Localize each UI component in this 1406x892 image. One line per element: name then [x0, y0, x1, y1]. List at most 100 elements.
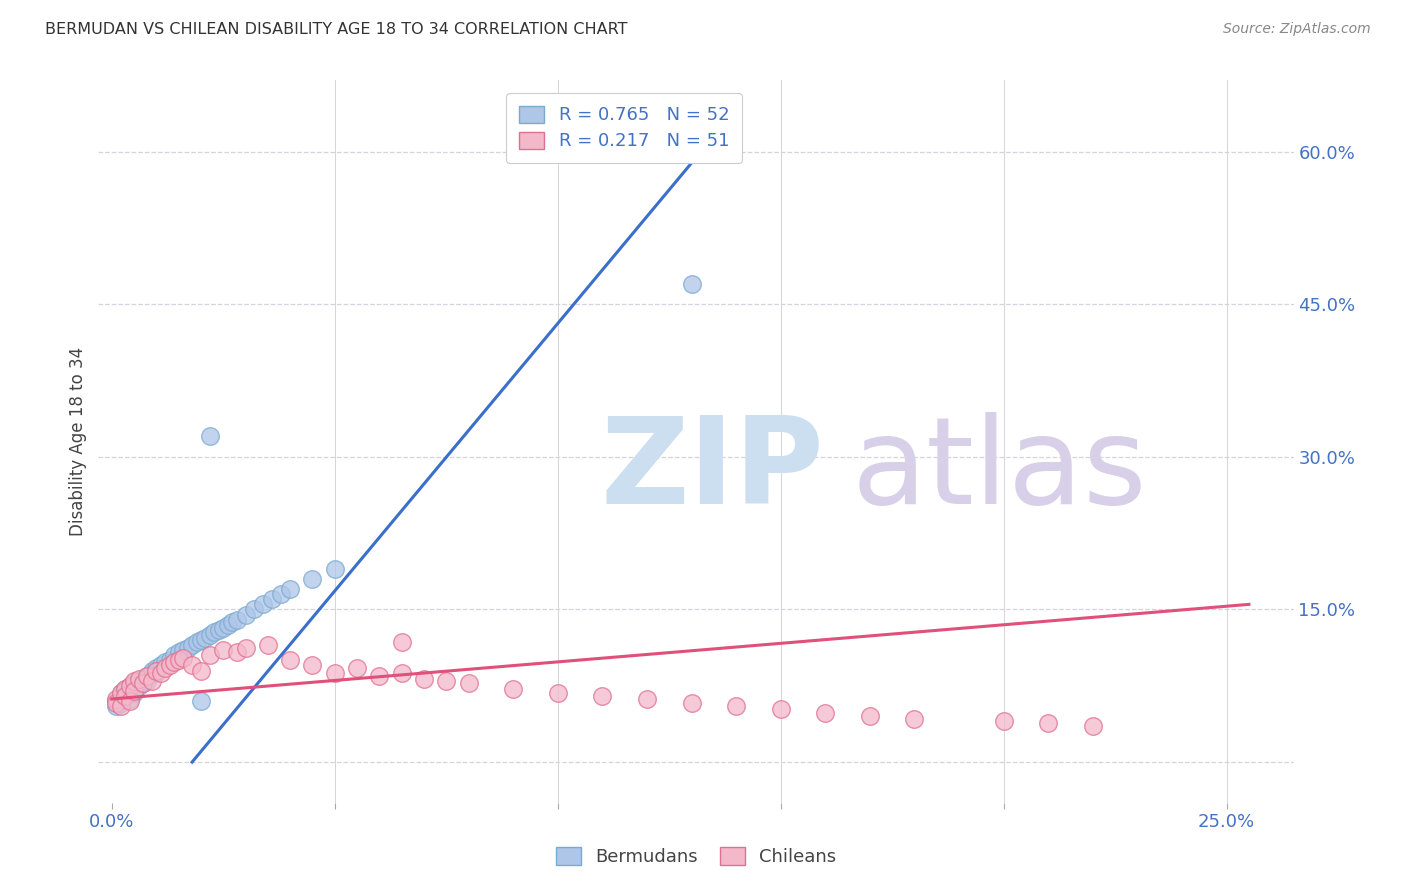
Point: [769, 702, 792, 716]
Point: [149, 658, 172, 673]
Point: [225, 613, 247, 627]
Point: [176, 641, 198, 656]
Point: [118, 694, 141, 708]
Point: [217, 617, 239, 632]
Y-axis label: Disability Age 18 to 34: Disability Age 18 to 34: [69, 347, 87, 536]
Point: [190, 664, 212, 678]
Point: [114, 689, 136, 703]
Point: [181, 658, 204, 673]
Point: [434, 673, 457, 688]
Point: [114, 684, 136, 698]
Point: [110, 699, 132, 714]
Point: [128, 672, 150, 686]
Point: [105, 699, 128, 714]
Point: [1081, 719, 1104, 733]
Point: [136, 668, 159, 682]
Point: [114, 681, 136, 696]
Point: [110, 696, 132, 710]
Point: [591, 689, 613, 703]
Point: [155, 661, 177, 675]
Text: BERMUDAN VS CHILEAN DISABILITY AGE 18 TO 34 CORRELATION CHART: BERMUDAN VS CHILEAN DISABILITY AGE 18 TO…: [45, 22, 627, 37]
Point: [118, 686, 141, 700]
Point: [278, 653, 301, 667]
Point: [391, 665, 413, 680]
Point: [323, 665, 346, 680]
Point: [159, 653, 181, 667]
Point: [105, 696, 128, 710]
Point: [859, 709, 882, 723]
Point: [198, 648, 221, 663]
Point: [681, 277, 703, 291]
Point: [149, 665, 172, 680]
Point: [202, 624, 225, 639]
Point: [257, 638, 280, 652]
Point: [141, 664, 163, 678]
Point: [159, 658, 181, 673]
Point: [225, 645, 247, 659]
Point: [993, 714, 1015, 729]
Point: [163, 648, 186, 663]
Point: [122, 675, 145, 690]
Point: [252, 598, 274, 612]
Point: [212, 621, 235, 635]
Point: [132, 675, 155, 690]
Point: [122, 681, 145, 696]
Point: [190, 632, 212, 647]
Point: [167, 645, 190, 659]
Point: [243, 602, 266, 616]
Point: [301, 572, 323, 586]
Point: [262, 592, 284, 607]
Point: [167, 653, 190, 667]
Point: [110, 686, 132, 700]
Point: [903, 712, 925, 726]
Point: [136, 668, 159, 682]
Point: [346, 661, 368, 675]
Point: [457, 675, 479, 690]
Point: [118, 679, 141, 693]
Text: atlas: atlas: [852, 412, 1147, 529]
Point: [198, 628, 221, 642]
Point: [122, 684, 145, 698]
Point: [132, 672, 155, 686]
Point: [186, 635, 208, 649]
Point: [636, 692, 658, 706]
Point: [145, 661, 167, 675]
Point: [681, 696, 703, 710]
Point: [105, 692, 128, 706]
Point: [235, 607, 257, 622]
Point: [155, 656, 177, 670]
Point: [323, 562, 346, 576]
Point: [122, 686, 145, 700]
Point: [141, 673, 163, 688]
Point: [221, 615, 243, 629]
Point: [132, 675, 155, 690]
Point: [391, 635, 413, 649]
Point: [190, 694, 212, 708]
Legend: Bermudans, Chileans: Bermudans, Chileans: [548, 840, 844, 873]
Point: [118, 692, 141, 706]
Point: [145, 664, 167, 678]
Point: [547, 686, 569, 700]
Point: [172, 651, 194, 665]
Text: Source: ZipAtlas.com: Source: ZipAtlas.com: [1223, 22, 1371, 37]
Point: [136, 673, 159, 688]
Point: [128, 679, 150, 693]
Point: [725, 699, 748, 714]
Point: [163, 656, 186, 670]
Point: [118, 679, 141, 693]
Point: [114, 681, 136, 696]
Point: [278, 582, 301, 596]
Point: [212, 643, 235, 657]
Point: [270, 587, 292, 601]
Point: [114, 689, 136, 703]
Point: [235, 641, 257, 656]
Point: [502, 681, 524, 696]
Point: [1038, 716, 1060, 731]
Point: [198, 429, 221, 443]
Point: [145, 665, 167, 680]
Point: [110, 686, 132, 700]
Point: [413, 672, 436, 686]
Point: [368, 668, 391, 682]
Point: [301, 658, 323, 673]
Point: [105, 694, 128, 708]
